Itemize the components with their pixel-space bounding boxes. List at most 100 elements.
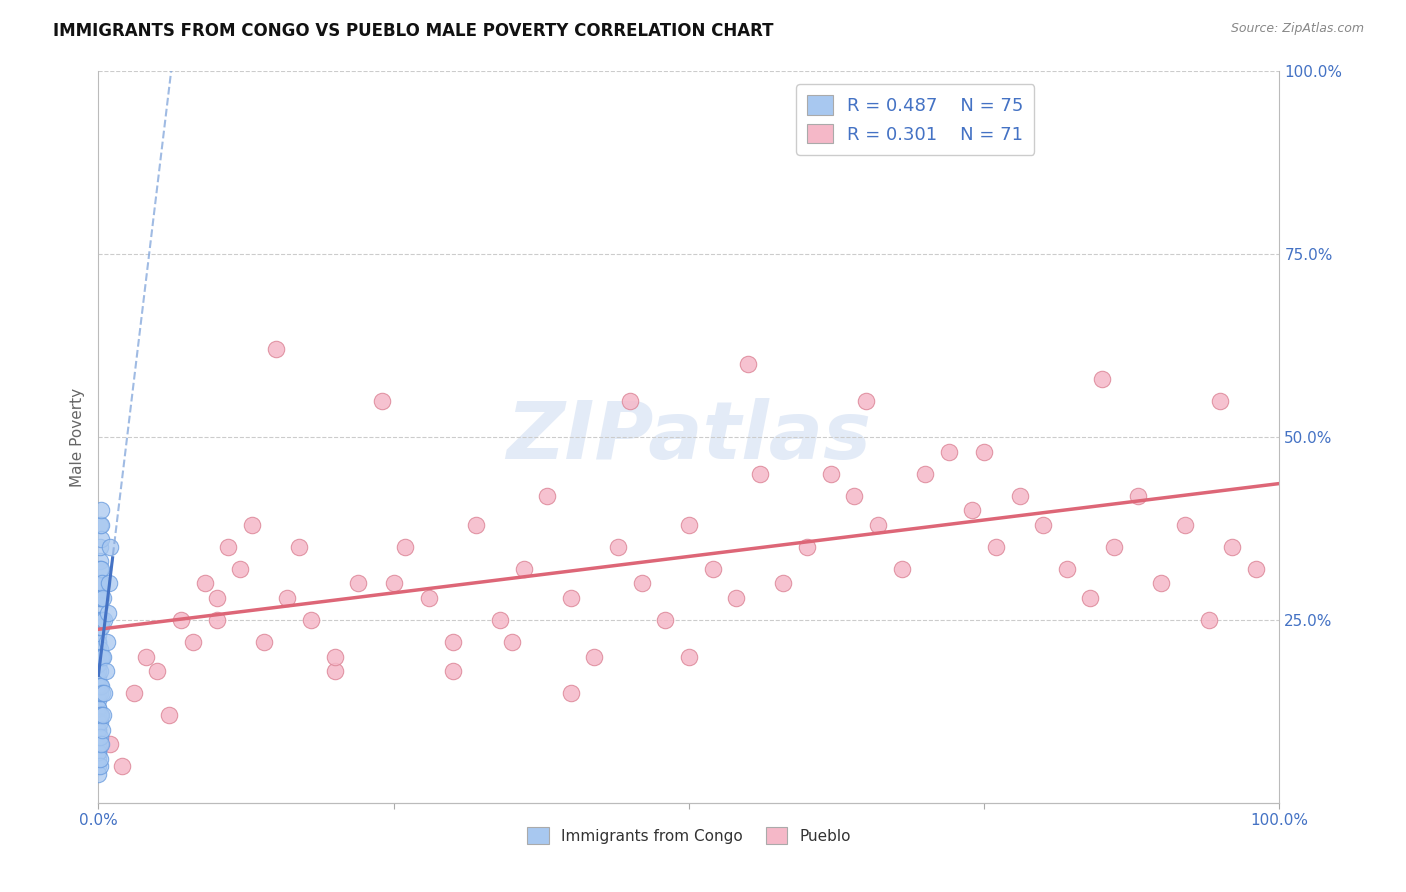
Point xyxy=(89,679,111,693)
Point xyxy=(93,613,115,627)
Point xyxy=(87,693,110,707)
Point xyxy=(1150,576,1173,591)
Point xyxy=(87,679,110,693)
Point xyxy=(89,599,111,613)
Point xyxy=(87,723,110,737)
Point xyxy=(91,649,114,664)
Point xyxy=(89,562,111,576)
Point xyxy=(89,540,111,554)
Point xyxy=(135,649,157,664)
Point xyxy=(87,620,110,634)
Point xyxy=(157,708,180,723)
Y-axis label: Male Poverty: Male Poverty xyxy=(70,387,86,487)
Point xyxy=(418,591,440,605)
Point xyxy=(181,635,204,649)
Point xyxy=(87,723,110,737)
Point xyxy=(748,467,770,481)
Point xyxy=(89,759,111,773)
Point xyxy=(441,635,464,649)
Point xyxy=(87,737,110,751)
Point xyxy=(264,343,287,357)
Point xyxy=(217,540,239,554)
Point xyxy=(938,444,960,458)
Point xyxy=(501,635,523,649)
Point xyxy=(619,393,641,408)
Point xyxy=(87,715,110,730)
Point xyxy=(1220,540,1243,554)
Point xyxy=(866,517,889,532)
Point xyxy=(1091,371,1114,385)
Point xyxy=(87,613,110,627)
Point xyxy=(560,591,582,605)
Point xyxy=(87,672,110,686)
Point xyxy=(678,649,700,664)
Text: Source: ZipAtlas.com: Source: ZipAtlas.com xyxy=(1230,22,1364,36)
Point xyxy=(205,591,228,605)
Point xyxy=(465,517,488,532)
Point xyxy=(1244,562,1267,576)
Point xyxy=(111,759,134,773)
Point xyxy=(1198,613,1220,627)
Point xyxy=(87,635,110,649)
Point xyxy=(87,745,110,759)
Point xyxy=(1102,540,1125,554)
Point xyxy=(89,613,111,627)
Point xyxy=(98,540,121,554)
Point xyxy=(87,664,110,678)
Point xyxy=(89,576,111,591)
Point xyxy=(91,686,114,700)
Point xyxy=(962,503,984,517)
Point xyxy=(89,591,111,605)
Point xyxy=(607,540,630,554)
Point xyxy=(87,686,110,700)
Point xyxy=(371,393,394,408)
Point xyxy=(94,664,117,678)
Point xyxy=(91,613,114,627)
Point xyxy=(90,620,112,634)
Point xyxy=(914,467,936,481)
Point xyxy=(973,444,995,458)
Point xyxy=(87,642,110,657)
Point xyxy=(984,540,1007,554)
Point xyxy=(98,576,121,591)
Point xyxy=(87,679,110,693)
Point xyxy=(441,664,464,678)
Point xyxy=(122,686,145,700)
Point xyxy=(97,606,120,620)
Point xyxy=(512,562,534,576)
Point xyxy=(347,576,370,591)
Point xyxy=(560,686,582,700)
Point xyxy=(1209,393,1232,408)
Point xyxy=(288,540,311,554)
Point xyxy=(146,664,169,678)
Point xyxy=(89,708,111,723)
Point xyxy=(299,613,322,627)
Point xyxy=(194,576,217,591)
Point xyxy=(87,752,110,766)
Point xyxy=(89,620,111,634)
Point xyxy=(91,708,114,723)
Point xyxy=(89,664,111,678)
Point xyxy=(1008,489,1031,503)
Point xyxy=(91,723,114,737)
Point xyxy=(855,393,877,408)
Point xyxy=(702,562,724,576)
Point xyxy=(89,517,111,532)
Point xyxy=(89,715,111,730)
Point xyxy=(382,576,405,591)
Point xyxy=(89,752,111,766)
Point xyxy=(90,649,112,664)
Point xyxy=(87,657,110,671)
Point xyxy=(820,467,842,481)
Point xyxy=(90,533,112,547)
Legend: Immigrants from Congo, Pueblo: Immigrants from Congo, Pueblo xyxy=(522,822,856,850)
Point xyxy=(654,613,676,627)
Point xyxy=(323,664,346,678)
Point xyxy=(96,635,118,649)
Point xyxy=(91,576,114,591)
Point xyxy=(87,766,110,780)
Point xyxy=(89,686,111,700)
Point xyxy=(229,562,252,576)
Point xyxy=(90,737,112,751)
Point xyxy=(91,591,114,605)
